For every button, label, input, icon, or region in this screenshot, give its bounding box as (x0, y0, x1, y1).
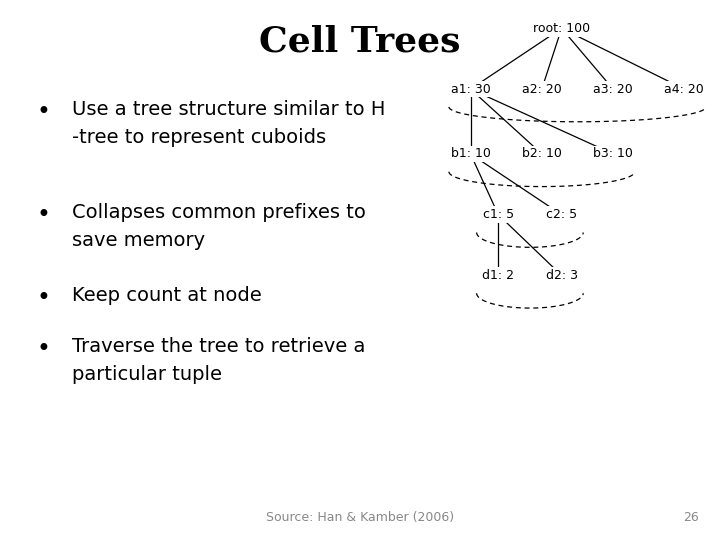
Text: c2: 5: c2: 5 (546, 208, 577, 221)
Text: a4: 20: a4: 20 (665, 83, 704, 96)
Text: •: • (36, 202, 50, 226)
Text: b3: 10: b3: 10 (593, 147, 633, 160)
Text: •: • (36, 100, 50, 124)
Text: d2: 3: d2: 3 (546, 269, 577, 282)
Text: a3: 20: a3: 20 (593, 83, 633, 96)
Text: root: 100: root: 100 (533, 22, 590, 35)
Text: d1: 2: d1: 2 (482, 269, 514, 282)
Text: Collapses common prefixes to
save memory: Collapses common prefixes to save memory (72, 202, 366, 249)
Text: b1: 10: b1: 10 (451, 147, 490, 160)
Text: Keep count at node: Keep count at node (72, 286, 262, 305)
Text: •: • (36, 286, 50, 310)
Text: a2: 20: a2: 20 (522, 83, 562, 96)
Text: Traverse the tree to retrieve a
particular tuple: Traverse the tree to retrieve a particul… (72, 338, 365, 384)
Text: 26: 26 (683, 511, 698, 524)
Text: Use a tree structure similar to H
-tree to represent cuboids: Use a tree structure similar to H -tree … (72, 100, 385, 147)
Text: Source: Han & Kamber (2006): Source: Han & Kamber (2006) (266, 511, 454, 524)
Text: c1: 5: c1: 5 (482, 208, 514, 221)
Text: Cell Trees: Cell Trees (259, 24, 461, 58)
Text: a1: 30: a1: 30 (451, 83, 490, 96)
Text: b2: 10: b2: 10 (522, 147, 562, 160)
Text: •: • (36, 338, 50, 361)
